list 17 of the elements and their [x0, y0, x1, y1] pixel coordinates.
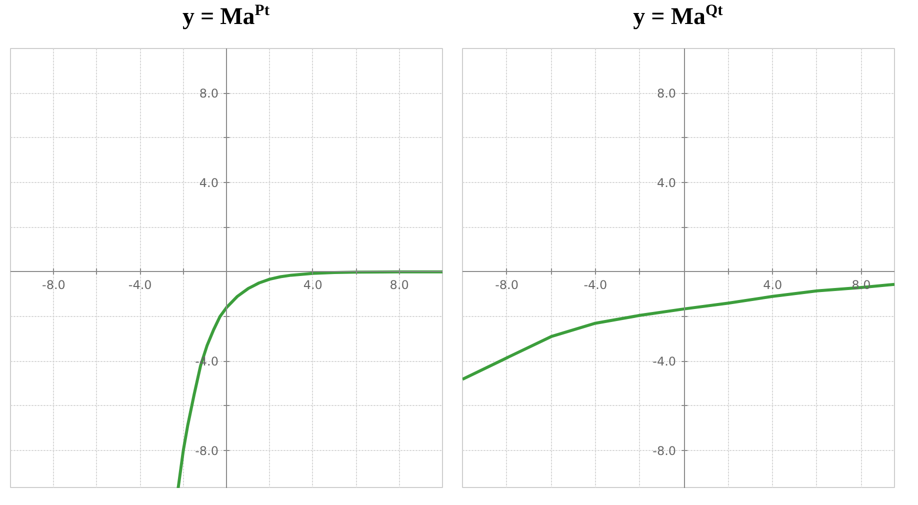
x-tick-label: -4.0 — [128, 278, 152, 292]
y-tick-label: -8.0 — [195, 444, 219, 458]
x-tick-label: -8.0 — [42, 278, 66, 292]
x-tick-label: 4.0 — [763, 278, 782, 292]
chart-title: y = Ma$^{Qt}$ — [632, 1, 724, 32]
x-tick-label: -4.0 — [584, 278, 608, 292]
line-series — [176, 270, 442, 488]
chart-title: y = Ma$^{Pt}$ — [181, 1, 271, 32]
y-tick-label: 8.0 — [199, 86, 219, 101]
y-tick-label: 4.0 — [656, 176, 676, 190]
x-tick-label: -8.0 — [495, 278, 519, 292]
y-tick-label: -8.0 — [652, 444, 676, 458]
x-tick-label: 4.0 — [303, 278, 322, 292]
x-tick-label: 8.0 — [390, 278, 409, 292]
y-tick-label: 8.0 — [656, 86, 676, 101]
y-tick-label: 4.0 — [199, 176, 219, 190]
y-tick-label: -4.0 — [652, 354, 676, 369]
